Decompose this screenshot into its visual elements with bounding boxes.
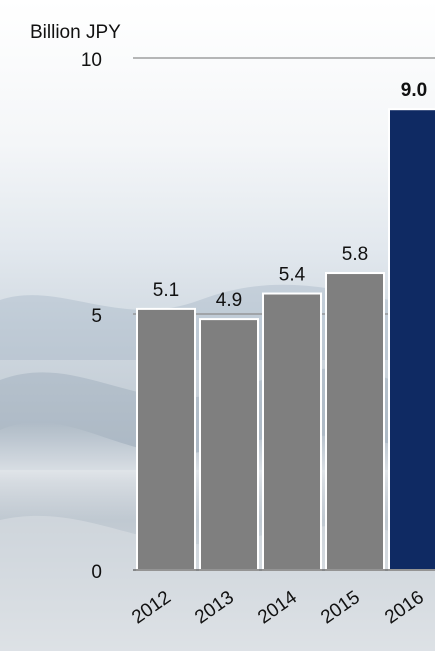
data-label-2015: 5.8	[342, 244, 368, 265]
x-tick-label-2013: 2013	[191, 587, 238, 628]
data-label-2012: 5.1	[153, 280, 179, 301]
bar-2014	[262, 292, 322, 571]
data-label-2016: 9.0	[401, 80, 427, 101]
bar-2016	[388, 108, 435, 571]
bar-2013	[199, 318, 259, 571]
y-tick-label-10: 10	[81, 50, 102, 71]
y-axis-unit-label: Billion JPY	[30, 22, 121, 43]
data-label-2013: 4.9	[216, 290, 242, 311]
x-tick-label-2016: 2016	[381, 587, 428, 628]
x-tick-label-2015: 2015	[317, 587, 364, 628]
x-tick-label-2012: 2012	[128, 587, 175, 628]
data-label-2014: 5.4	[279, 265, 306, 286]
y-tick-label-5: 5	[91, 306, 102, 327]
x-tick-label-2014: 2014	[254, 587, 301, 629]
bar-2015	[325, 272, 385, 571]
bar-2012	[136, 307, 196, 571]
y-tick-label-0: 0	[91, 562, 102, 583]
